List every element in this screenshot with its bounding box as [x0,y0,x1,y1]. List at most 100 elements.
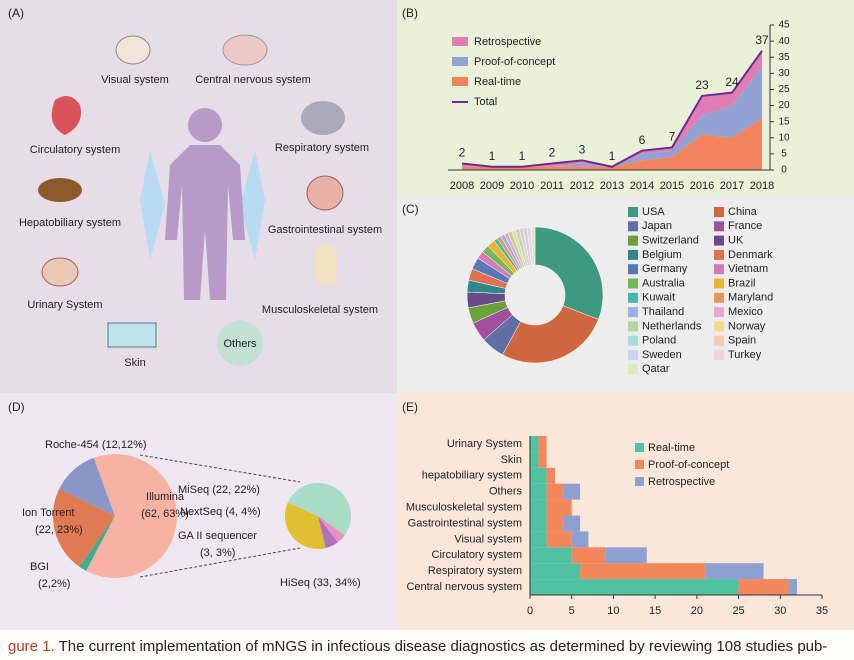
pie-slice [285,502,326,550]
pie-slice [86,453,177,578]
legend-swatch [714,207,724,217]
bar [546,467,556,484]
pie-slice [318,516,338,549]
area [462,66,762,167]
legend-label: Brazil [728,277,756,289]
legend-label: Switzerland [642,235,699,247]
slice-name: MiSeq [178,484,209,496]
bar [530,499,547,516]
y-tick-label: 10 [778,132,790,143]
legend-swatch [628,221,638,232]
legend-label: Norway [728,320,766,332]
bar [530,467,547,484]
y-tick-label: 35 [778,52,790,63]
slice-label: Illumina [146,491,185,503]
pie-slice [79,516,115,571]
slice-value-label: (33, 34%) [313,577,361,589]
value-label: 37 [755,33,769,47]
system-label: Central nervous system [195,74,311,86]
legend-swatch [714,249,724,260]
body-diagram [38,34,345,366]
value-label: 3 [579,143,586,157]
legend-label: USA [642,206,665,218]
legend-label: Mexico [728,306,763,318]
bar [580,563,706,580]
slice-name: Roche-454 [45,439,99,451]
area [462,118,762,170]
slice-label: Roche-454 (12,12%) [45,439,147,451]
legend-label: Kuwait [642,292,675,304]
bar [546,483,564,500]
x-tick-label: 35 [816,605,828,617]
legend-label: Germany [642,263,688,275]
pie-slice [59,457,115,516]
legend-swatch [628,307,638,318]
x-tick-label: 2016 [690,180,714,192]
legend-swatch [635,477,644,486]
legend-label: UK [728,235,744,247]
bar [738,579,789,595]
slice-label: BGI [30,561,49,573]
legend-label: Retrospective [648,476,715,488]
slice-value-label: (22, 22%) [212,484,260,496]
slice-value-label: (4, 4%) [225,506,260,518]
y-tick-label: Central nervous system [406,581,522,593]
legend-swatch [628,278,638,289]
panel-label: (C) [402,202,419,216]
value-label: 1 [609,149,616,163]
bar [530,579,739,595]
area [462,50,762,167]
x-tick-label: 2014 [630,180,654,192]
legend-swatch [714,221,724,232]
value-label: 2 [549,146,556,160]
x-tick-label: 2008 [450,180,474,192]
donut-slice [502,305,599,364]
y-tick-label: 5 [781,149,787,160]
value-label: 24 [725,75,739,89]
y-tick-label: Gastrointestinal system [408,517,522,529]
system-label: Hepatobiliary system [19,217,121,229]
bar [538,451,547,468]
bar [788,579,797,595]
donut-slice [534,226,604,320]
slice-value-label: (62, 63%) [141,508,189,520]
system-label: Others [223,338,257,350]
y-tick-label: 0 [781,165,787,176]
x-tick-label: 10 [607,605,619,617]
legend-label: Real-time [474,76,521,88]
y-tick-label: Circulatory system [432,549,522,561]
value-label: 1 [489,149,496,163]
caption-label: gure 1. [8,638,55,655]
system-label: Circulatory system [30,144,120,156]
caption: gure 1. The current implementation of mN… [8,638,827,655]
y-tick-label: Urinary System [447,438,522,450]
legend-label: China [728,206,758,218]
legend-swatch [714,264,724,275]
bar [530,451,539,468]
connector [139,547,301,578]
slice-name: NextSeq [180,506,222,518]
y-tick-label: 30 [778,68,790,79]
pie-slice [318,516,345,543]
value-label: 6 [639,133,646,147]
y-tick-label: Others [489,486,523,498]
x-tick-label: 15 [649,605,661,617]
legend-swatch [714,292,724,303]
y-tick-label: 15 [778,116,790,127]
legend-label: Maryland [728,292,773,304]
legend-swatch [635,443,644,452]
legend-label: Real-time [648,442,695,454]
legend-swatch [714,235,724,246]
legend-label: Thailand [642,306,684,318]
panel-label: (A) [8,6,24,20]
legend-swatch [628,292,638,303]
value-label: 23 [695,78,709,92]
bar [563,483,581,500]
legend-label: Total [474,96,497,108]
panel-c-bg [397,196,854,393]
slice-label: GA II sequencer [178,530,257,542]
legend-label: France [728,220,762,232]
bar [530,563,581,580]
x-tick-label: 0 [527,605,533,617]
